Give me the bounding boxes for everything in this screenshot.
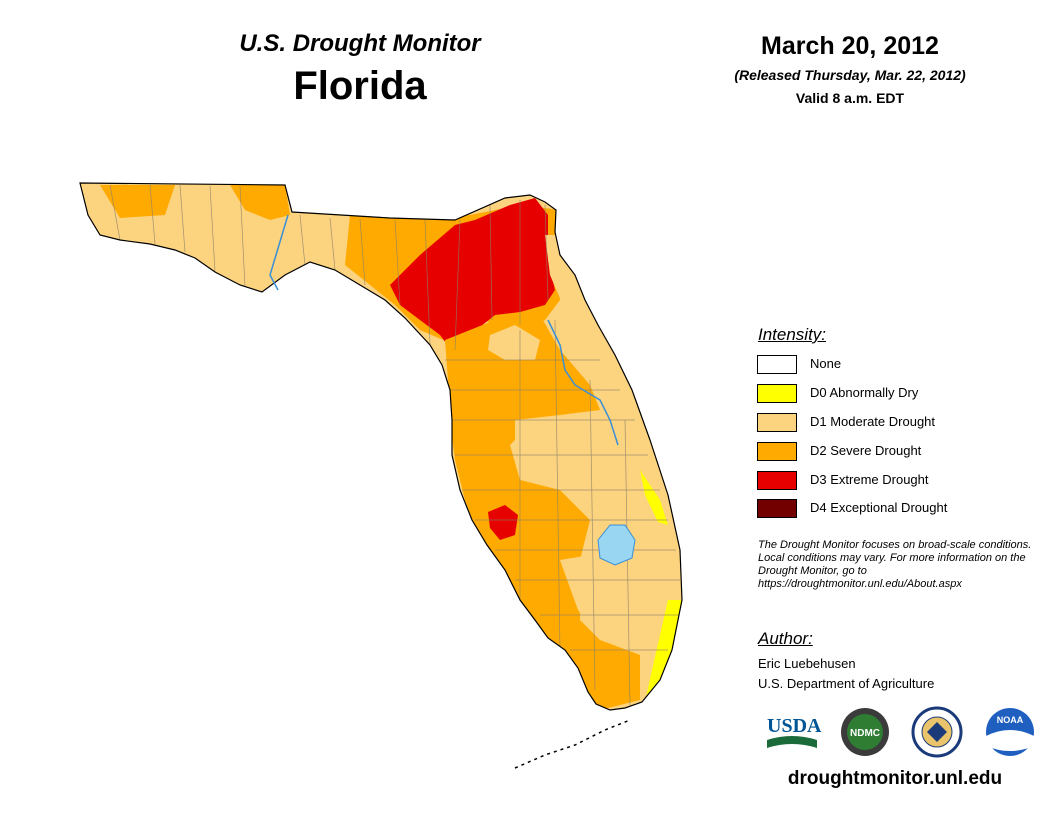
- state-name: Florida: [293, 64, 427, 108]
- author-org: U.S. Department of Agriculture: [758, 676, 935, 691]
- legend-label: D2 Severe Drought: [810, 443, 922, 458]
- header-title: U.S. Drought Monitor: [239, 30, 481, 57]
- legend-swatch: [757, 413, 797, 432]
- usda-logo: USDA: [767, 715, 822, 748]
- d2-central-west: [445, 315, 640, 710]
- ndmc-logo-text: NDMC: [850, 728, 880, 739]
- map-date: March 20, 2012: [761, 32, 939, 60]
- disclaimer-note: The Drought Monitor focuses on broad-sca…: [758, 539, 1032, 590]
- ndmc-logo: NDMC: [841, 708, 889, 756]
- d0-southeast-coast: [645, 600, 682, 702]
- florida-drought-map: [79, 182, 683, 769]
- d2-panhandle-east: [230, 185, 290, 220]
- d1-central-interior: [515, 410, 650, 540]
- lake-okeechobee: [597, 524, 636, 566]
- noaa-logo-text: NOAA: [997, 715, 1024, 725]
- author-name: Eric Luebehusen: [758, 656, 856, 671]
- legend-label: D1 Moderate Drought: [810, 414, 936, 429]
- florida-outline: [79, 182, 683, 711]
- site-url[interactable]: droughtmonitor.unl.edu: [787, 768, 1003, 789]
- d1-gainesville-pocket: [488, 325, 540, 360]
- legend-swatch: [757, 499, 797, 518]
- legend-label: D0 Abnormally Dry: [810, 385, 919, 400]
- florida-keys: [514, 719, 631, 769]
- usda-logo-text: USDA: [767, 715, 822, 737]
- legend-label: None: [810, 356, 842, 371]
- legend-label: D4 Exceptional Drought: [810, 500, 948, 515]
- legend-swatch: [757, 355, 797, 374]
- legend-swatch: [757, 384, 797, 403]
- d3-north-florida: [390, 198, 555, 355]
- legend-label: D3 Extreme Drought: [810, 472, 929, 487]
- release-note: (Released Thursday, Mar. 22, 2012): [734, 67, 966, 83]
- partner-logos: USDA NDMC NOAA: [767, 706, 1034, 758]
- d3-sarasota: [488, 505, 518, 540]
- legend-title: Intensity:: [758, 325, 827, 344]
- author-title: Author:: [758, 629, 813, 648]
- st-johns-river: [547, 319, 619, 446]
- d1-south-interior: [560, 550, 680, 650]
- legend-swatch: [757, 442, 797, 461]
- apalachicola-river: [269, 214, 289, 291]
- d2-panhandle-west: [100, 185, 175, 218]
- d1-northeast-coast: [545, 235, 615, 395]
- commerce-seal: [911, 706, 963, 758]
- legend-swatch: [757, 471, 797, 490]
- noaa-logo: NOAA: [986, 708, 1034, 756]
- d0-east-coast: [640, 470, 668, 525]
- valid-time: Valid 8 a.m. EDT: [795, 90, 905, 106]
- county-lines: [109, 184, 680, 706]
